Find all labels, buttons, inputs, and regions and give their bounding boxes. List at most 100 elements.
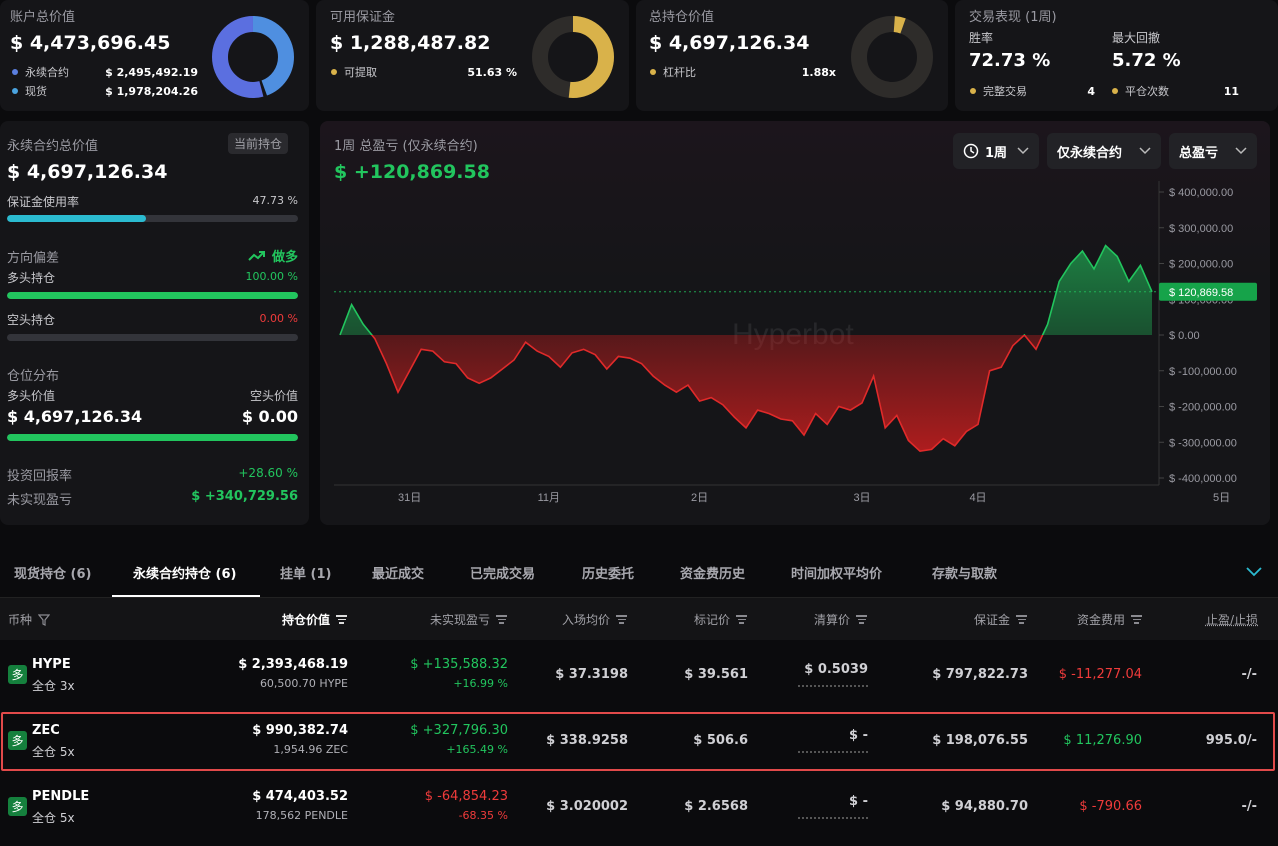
sort-icon: [1131, 613, 1142, 626]
current-position-badge[interactable]: 当前持仓: [228, 133, 289, 154]
leverage-dot: [650, 69, 656, 75]
liquidation-dotted-underline: [798, 685, 868, 687]
col-mark-price[interactable]: 标记价: [694, 611, 747, 628]
perp-dot: [12, 69, 18, 75]
performance-title: 交易表现 (1周): [969, 10, 1057, 25]
direction-bias: 做多: [248, 246, 298, 265]
margin-mode: 全仓 5x: [32, 745, 75, 759]
active-tab-indicator: [112, 595, 260, 597]
unrealized-pnl-label: 未实现盈亏: [7, 493, 73, 508]
available-margin-card: 可用保证金 $ 1,288,487.82 可提取 51.63 %: [316, 0, 629, 111]
position-size: 1,954.96 ZEC: [273, 743, 348, 756]
sort-icon: [336, 613, 347, 626]
spot-dot: [12, 88, 18, 94]
col-unrealized-pnl-label: 未实现盈亏: [429, 613, 490, 627]
y-tick-label: $ 0.00: [1169, 330, 1200, 342]
tab-spot-holdings[interactable]: 现货持仓 (6): [14, 567, 92, 582]
position-value: $ 990,382.74: [252, 723, 348, 738]
funding-fee: $ 11,276.90: [1063, 733, 1142, 748]
chevron-down-icon: [1017, 147, 1029, 155]
perp-legend: 永续合约 $ 2,495,492.19: [12, 64, 198, 80]
chevron-down-icon: [1139, 147, 1151, 155]
unrealized-pnl: $ +135,588.32: [410, 657, 508, 672]
metric-selector[interactable]: 总盈亏: [1169, 133, 1257, 169]
x-tick-label: 5日: [1213, 492, 1230, 504]
col-entry-price[interactable]: 入场均价: [562, 611, 627, 628]
col-funding[interactable]: 资金费用: [1077, 611, 1142, 628]
tab-funding-history[interactable]: 资金费历史: [680, 567, 746, 582]
account-value-title: 账户总价值: [10, 10, 76, 25]
sort-icon: [1016, 613, 1027, 626]
liquidation-price: $ 0.5039: [804, 662, 868, 677]
col-margin[interactable]: 保证金: [974, 611, 1027, 628]
col-coin-label: 币种: [8, 613, 33, 627]
tp-sl[interactable]: 995.0/-: [1205, 733, 1257, 748]
mark-price: $ 2.6568: [684, 799, 748, 814]
available-margin-value: $ 1,288,487.82: [330, 32, 491, 54]
col-tp-sl[interactable]: 止盈/止损: [1206, 611, 1258, 628]
completed-dot: [970, 88, 976, 94]
tab-deposits-withdrawals[interactable]: 存款与取款: [932, 567, 998, 582]
x-tick-label: 11月: [538, 492, 560, 504]
coin-symbol[interactable]: ZEC: [32, 723, 60, 738]
tab-recent-fills[interactable]: 最近成交: [372, 567, 425, 582]
perp-total-title: 永续合约总价值: [7, 139, 99, 154]
tab-completed-trades[interactable]: 已完成交易: [470, 567, 536, 582]
clock-icon: [963, 143, 979, 159]
table-row[interactable]: 多 PENDLE 全仓 5x $ 474,403.52 178,562 PENDLE $ …: [0, 772, 1278, 838]
y-tick-label: $ -200,000.00: [1169, 402, 1237, 414]
tab-open-orders[interactable]: 挂单 (1): [280, 567, 332, 582]
x-tick-label: 2日: [691, 492, 708, 504]
y-tick-label: $ -100,000.00: [1169, 366, 1237, 378]
tab-perp-holdings[interactable]: 永续合约持仓 (6): [133, 567, 237, 582]
drawdown-label: 最大回撤: [1112, 31, 1161, 45]
coin-symbol[interactable]: PENDLE: [32, 789, 90, 804]
spot-label: 现货: [25, 85, 47, 98]
tp-sl[interactable]: -/-: [1241, 667, 1257, 682]
col-coin[interactable]: 币种: [8, 611, 51, 628]
direction-bias-value: 做多: [271, 250, 298, 265]
drawdown-value: 5.72 %: [1112, 50, 1181, 71]
tab-order-history[interactable]: 历史委托: [582, 567, 635, 582]
tp-sl[interactable]: -/-: [1241, 799, 1257, 814]
distribution-bar: [7, 434, 298, 441]
tab-twap[interactable]: 时间加权平均价: [791, 567, 883, 582]
spot-value: $ 1,978,204.26: [105, 84, 198, 98]
pnl-line-negative: [340, 335, 1044, 453]
col-unrealized-pnl[interactable]: 未实现盈亏: [430, 611, 507, 628]
direction-bias-label: 方向偏差: [7, 251, 60, 266]
positions-tab-bar: 现货持仓 (6) 永续合约持仓 (6) 挂单 (1) 最近成交 已完成交易 历史…: [0, 548, 1278, 598]
col-entry-price-label: 入场均价: [561, 613, 610, 627]
x-tick-label: 3日: [853, 492, 870, 504]
table-row[interactable]: 多 HYPE 全仓 3x $ 2,393,468.19 60,500.70 HYPE $ …: [0, 640, 1278, 706]
close-value: 11: [1223, 84, 1239, 98]
positions-table-header: [0, 598, 1278, 640]
long-value-label: 多头价值: [7, 389, 56, 403]
pnl-area-chart[interactable]: Hyperbot $ 400,000.00$ 300,000.00$ 200,0…: [320, 121, 1270, 525]
coin-symbol[interactable]: HYPE: [32, 657, 71, 672]
completed-value: 4: [1087, 84, 1095, 98]
period-selector[interactable]: 1周: [953, 133, 1039, 169]
liquidation-dotted-underline: [798, 817, 868, 819]
sort-icon: [856, 613, 867, 626]
col-position-value[interactable]: 持仓价值: [282, 611, 347, 628]
scope-selector[interactable]: 仅永续合约: [1047, 133, 1161, 169]
collapse-chevron-icon[interactable]: [1246, 567, 1262, 577]
negative-area: [340, 335, 1152, 452]
current-value-label: $ 120,869.58: [1169, 287, 1233, 299]
margin-usage-bar: [7, 215, 298, 222]
account-value-card: 账户总价值 $ 4,473,696.45 永续合约 $ 2,495,492.19…: [0, 0, 309, 111]
total-position-value: $ 4,697,126.34: [649, 32, 810, 54]
chart-title: 1周 总盈亏 (仅永续合约): [334, 139, 478, 154]
margin-usage-fill: [7, 215, 146, 222]
withdrawable-legend: 可提取 51.63 %: [331, 64, 517, 80]
long-position-fill: [7, 292, 298, 299]
completed-trades: 完整交易 4: [970, 83, 1095, 99]
col-liq-price[interactable]: 清算价: [814, 611, 867, 628]
unrealized-pnl-pct: -68.35 %: [458, 809, 508, 822]
completed-label: 完整交易: [983, 85, 1027, 98]
margin: $ 198,076.55: [932, 733, 1028, 748]
chevron-down-icon: [1235, 147, 1247, 155]
table-row[interactable]: 多 ZEC 全仓 5x $ 990,382.74 1,954.96 ZEC $ +327,…: [0, 706, 1278, 772]
position-value: $ 2,393,468.19: [238, 657, 348, 672]
